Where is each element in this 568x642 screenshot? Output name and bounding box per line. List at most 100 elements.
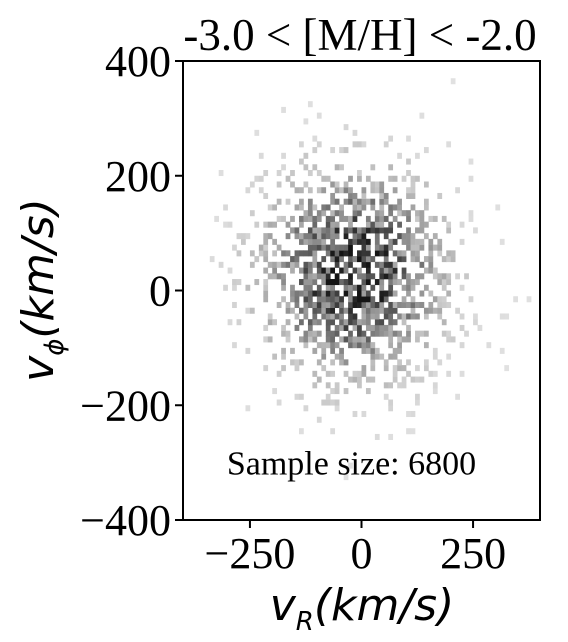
heatmap-cell [401,250,407,257]
heatmap-cell [303,307,309,314]
heatmap-cell [361,410,367,418]
heatmap-cell [374,250,380,257]
heatmap-cell [294,261,300,268]
heatmap-cell [352,192,358,199]
heatmap-cell [365,261,371,268]
heatmap-cell [361,347,367,354]
heatmap-cell [299,158,304,165]
heatmap-cell [348,198,353,205]
heatmap-cell [383,296,389,303]
heatmap-cell [379,301,385,309]
heatmap-cell [299,250,304,257]
heatmap-cell [334,296,340,303]
heatmap-cell [357,370,362,377]
heatmap-cell [441,296,447,303]
heatmap-cell [410,376,416,383]
heatmap-cell [388,301,394,309]
heatmap-cell [263,170,269,177]
heatmap-cell [419,301,425,309]
heatmap-cell [334,198,340,205]
heatmap-cell [321,244,327,251]
heatmap-cell [379,187,385,194]
heatmap-cell [267,233,273,240]
heatmap-cell [397,198,402,205]
heatmap-cell [379,204,385,211]
heatmap-cell [410,428,416,435]
heatmap-cell [343,215,349,222]
heatmap-cell [388,164,394,171]
heatmap-cell [307,261,313,268]
heatmap-cell [388,135,394,142]
heatmap-cell [450,256,456,263]
heatmap-cell [312,244,318,251]
heatmap-cell [330,284,336,291]
heatmap-cell [258,175,264,182]
heatmap-cell [392,307,398,314]
heatmap-cell [290,296,295,303]
heatmap-cell [316,210,322,217]
heatmap-cell [428,370,434,377]
heatmap-cell [325,307,331,314]
heatmap-cell [397,279,402,286]
heatmap-cell [299,238,304,245]
heatmap-cell [272,267,278,274]
heatmap-cell [267,204,273,211]
heatmap-cell [459,284,465,291]
heatmap-cell [495,204,501,211]
heatmap-cell [325,399,331,406]
heatmap-cell [343,284,349,291]
heatmap-cell [263,250,269,257]
heatmap-cell [397,382,402,389]
heatmap-cell [321,210,327,217]
heatmap-cell [232,301,237,309]
heatmap-cell [316,416,322,423]
heatmap-cell [374,347,380,354]
heatmap-cell [455,187,460,194]
heatmap-cell [459,342,465,349]
heatmap-cell [406,187,411,194]
heatmap-cell [392,330,398,337]
heatmap-cell [370,313,376,320]
heatmap-cell [423,221,429,228]
heatmap-cell [419,273,425,280]
heatmap-cell [290,227,295,234]
heatmap-cell [285,301,291,309]
y-tick-label: 200 [105,152,171,201]
heatmap-cell [392,353,398,360]
heatmap-cell [401,175,407,182]
heatmap-cell [392,204,398,211]
heatmap-cell [325,204,331,211]
heatmap-cell [419,215,425,222]
heatmap-cell [446,290,452,297]
heatmap-cell [365,267,371,274]
heatmap-cell [357,227,362,234]
heatmap-cell [370,273,376,280]
heatmap-cell [392,301,398,309]
heatmap-cell [406,410,411,418]
heatmap-cell [419,221,425,228]
heatmap-cell [272,319,278,326]
heatmap-cell [415,210,420,217]
x-tick-label: −250 [205,529,296,578]
heatmap-cell [321,313,327,320]
heatmap-cell [473,227,478,234]
heatmap-cell [281,273,286,280]
heatmap-cell [357,175,362,182]
heatmap-cell [437,244,443,251]
x-tick-label: 0 [351,529,373,578]
heatmap-cell [325,393,331,400]
heatmap-cell [281,365,286,372]
heatmap-cell [348,462,353,469]
heatmap-cell [294,365,300,372]
heatmap-cell [352,129,358,136]
heatmap-cell [312,204,318,211]
heatmap-cell [392,347,398,354]
heatmap-cell [365,301,371,309]
heatmap-cell [401,382,407,389]
heatmap-cell [379,215,385,222]
heatmap-cell [263,365,269,372]
heatmap-cell [307,238,313,245]
heatmap-cell [379,261,385,268]
heatmap-cell [285,233,291,240]
heatmap-cell [423,267,429,274]
